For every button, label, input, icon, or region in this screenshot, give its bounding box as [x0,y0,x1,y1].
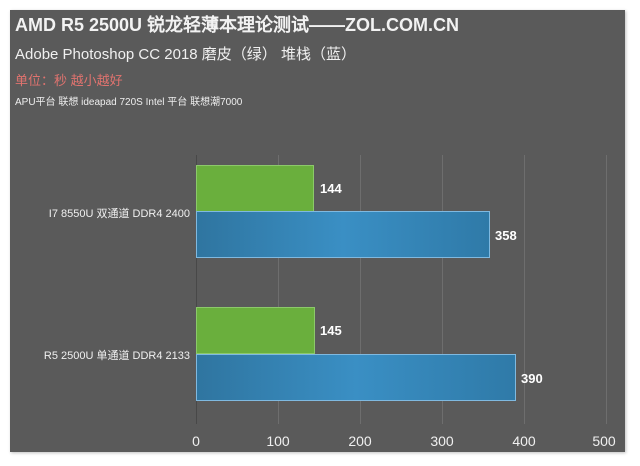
gridline-100 [278,155,279,424]
platform-note: APU平台 联想 ideapad 720S Intel 平台 联想潮7000 [15,97,243,108]
bar-green-i7 [196,165,314,212]
x-tick-label: 200 [348,433,372,449]
gridline-200 [360,155,361,424]
gridline-400 [524,155,525,424]
bar-blue-i7 [196,211,490,258]
x-tick-label: 0 [192,433,200,449]
gridline-500 [606,155,607,424]
value-label: 390 [521,371,543,386]
chart-title: AMD R5 2500U 锐龙轻薄本理论测试——ZOL.COM.CN [15,15,460,35]
category-label: R5 2500U 单通道 DDR4 2133 [43,350,190,362]
bar-green-r5 [196,307,315,354]
gridline-300 [442,155,443,424]
value-label: 145 [320,323,342,338]
x-tick-label: 400 [512,433,536,449]
value-label: 144 [320,181,342,196]
category-label: I7 8550U 双通道 DDR4 2400 [48,208,190,220]
chart-subtitle: Adobe Photoshop CC 2018 磨皮（绿） 堆栈（蓝） [15,46,356,63]
bar-blue-r5 [196,354,516,401]
gridline-0 [196,155,197,424]
x-tick-label: 500 [592,433,616,449]
value-label: 358 [495,228,517,243]
x-tick-label: 300 [430,433,454,449]
x-tick-label: 100 [266,433,290,449]
unit-note: 单位：秒 越小越好 [15,73,123,88]
